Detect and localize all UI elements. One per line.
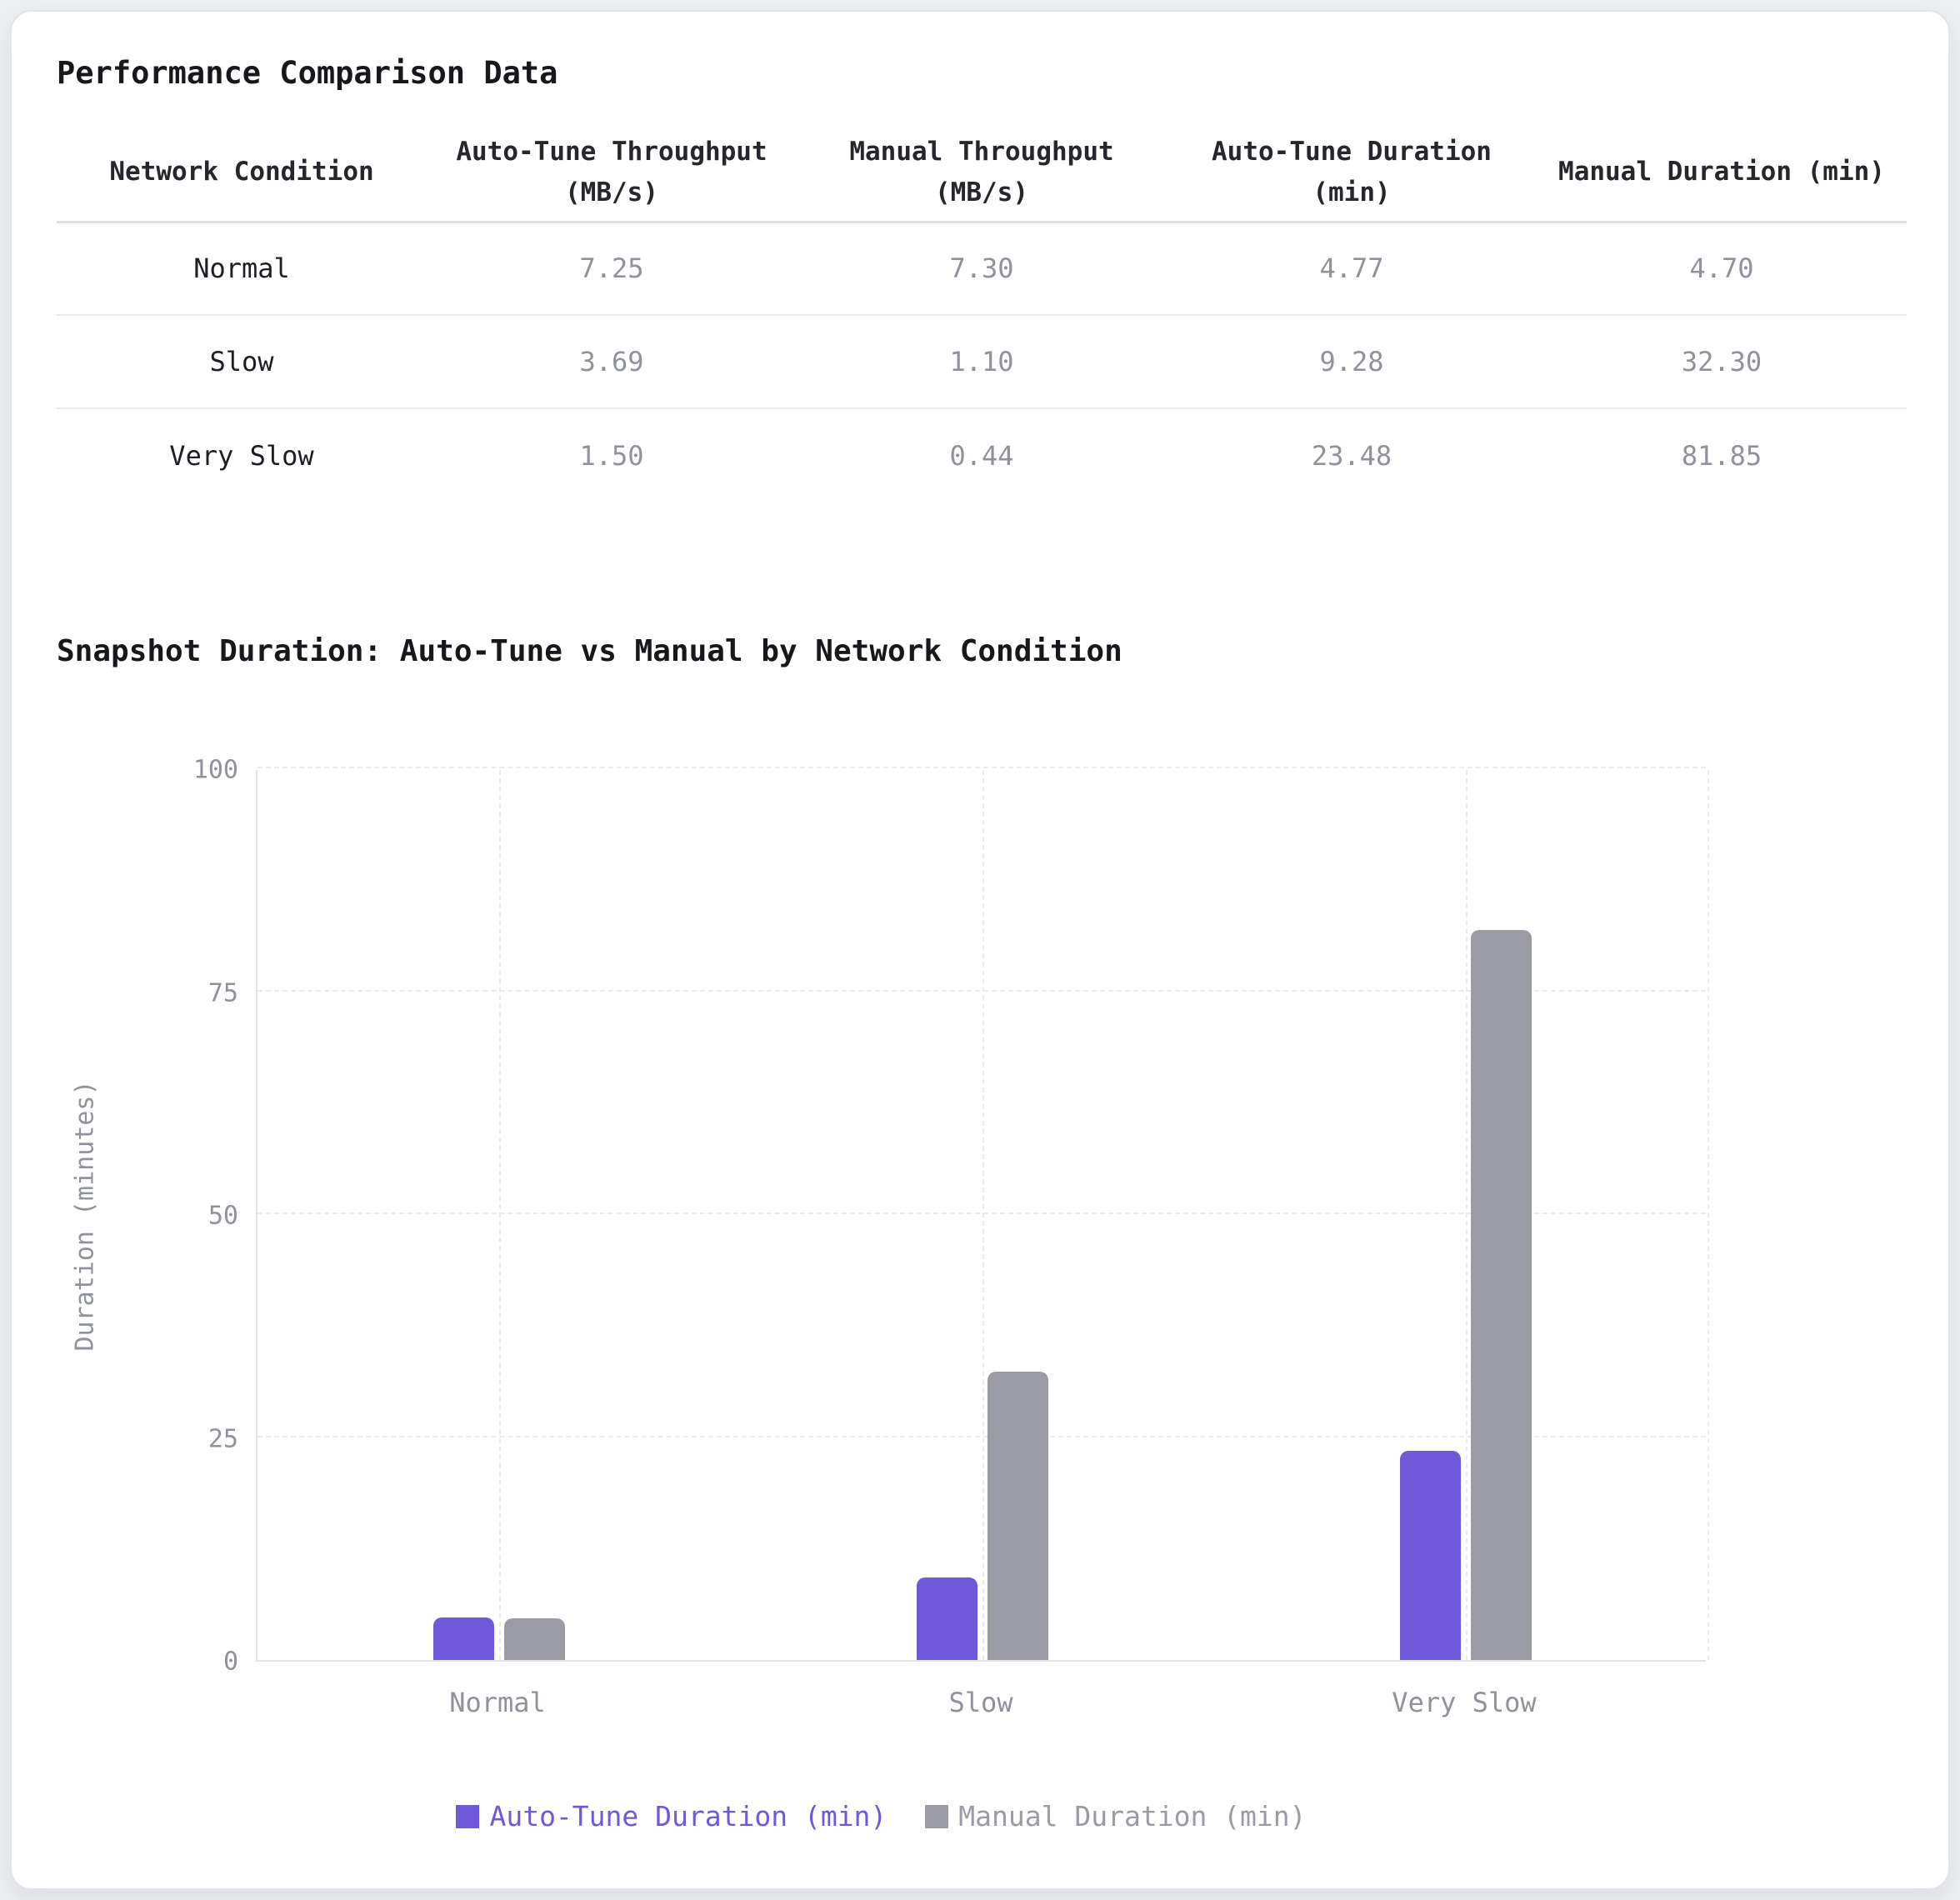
- bar-auto-tune-normal: [433, 1617, 494, 1660]
- table-row: Normal 7.25 7.30 4.77 4.70: [57, 222, 1907, 316]
- x-tick-label: Slow: [948, 1687, 1013, 1718]
- column-header-manual-throughput: Manual Throughput (MB/s): [797, 125, 1167, 223]
- x-axis-ticks: Normal Slow Very Slow: [256, 1687, 1706, 1728]
- legend-item: Manual Duration (min): [925, 1800, 1307, 1832]
- x-tick-label: Normal: [449, 1687, 546, 1718]
- cell-value: 23.48: [1311, 439, 1392, 472]
- column-header-autotune-throughput: Auto-Tune Throughput (MB/s): [427, 125, 797, 223]
- bar-auto-tune-slow: [917, 1577, 978, 1660]
- bar-manual-slow: [988, 1372, 1048, 1660]
- legend-swatch-icon: [456, 1804, 480, 1828]
- legend-swatch-icon: [925, 1804, 949, 1828]
- bar-manual-very-slow: [1471, 930, 1532, 1660]
- column-header-network-condition: Network Condition: [57, 125, 427, 223]
- cell-value: 0.44: [949, 439, 1014, 472]
- cell-value: 1.10: [797, 315, 1167, 409]
- gridline-vertical: [1466, 770, 1468, 1660]
- gridline-horizontal: [258, 767, 1706, 768]
- gridline-horizontal: [258, 989, 1706, 992]
- performance-card: Performance Comparison Data Network Cond…: [10, 10, 1950, 1890]
- chart-legend: Auto-Tune Duration (min) Manual Duration …: [57, 1800, 1706, 1832]
- bar-chart-plot-area: [256, 767, 1709, 1662]
- gridline-horizontal: [258, 1435, 1706, 1438]
- performance-table: Network Condition Auto-Tune Throughput (…: [57, 125, 1907, 502]
- cell-value: 4.77: [1167, 222, 1537, 316]
- cell-value: 4.70: [1537, 222, 1907, 316]
- gridline-vertical: [1708, 770, 1709, 1660]
- gridline-vertical: [499, 770, 501, 1660]
- gridline-horizontal: [258, 1212, 1706, 1214]
- y-tick-label: 100: [192, 755, 238, 785]
- row-label: Normal: [57, 222, 427, 316]
- cell-value: 32.30: [1537, 315, 1907, 409]
- table-header-row: Network Condition Auto-Tune Throughput (…: [57, 125, 1907, 223]
- row-label: Slow: [57, 315, 427, 409]
- bar-manual-normal: [504, 1618, 565, 1660]
- cell-value: 1.50: [579, 439, 644, 472]
- legend-label: Manual Duration (min): [958, 1800, 1307, 1832]
- legend-label: Auto-Tune Duration (min): [489, 1800, 888, 1832]
- column-header-autotune-duration: Auto-Tune Duration (min): [1167, 125, 1537, 223]
- table-row: Slow 3.69 1.10 9.28 32.30: [57, 315, 1907, 409]
- row-label: Very Slow: [169, 439, 314, 472]
- y-tick-label: 0: [222, 1647, 238, 1677]
- cell-value: 81.85: [1681, 439, 1762, 472]
- gridline-vertical: [982, 770, 984, 1660]
- bar-auto-tune-very-slow: [1400, 1450, 1461, 1660]
- y-axis-ticks: 0 25 50 75 100: [12, 756, 238, 1677]
- y-tick-label: 50: [208, 1201, 238, 1231]
- cell-value: 7.30: [797, 222, 1167, 316]
- x-tick-label: Very Slow: [1392, 1687, 1537, 1718]
- y-tick-label: 75: [208, 978, 238, 1008]
- table-title: Performance Comparison Data: [57, 55, 558, 91]
- legend-item: Auto-Tune Duration (min): [456, 1800, 887, 1832]
- cell-value: 9.28: [1167, 315, 1537, 409]
- cell-value: 3.69: [427, 315, 797, 409]
- cell-value: 7.25: [427, 222, 797, 316]
- table-row: Very Slow 1.50 0.44 23.48 81.85: [57, 408, 1907, 502]
- chart-title: Snapshot Duration: Auto-Tune vs Manual b…: [57, 634, 1122, 668]
- column-header-manual-duration: Manual Duration (min): [1537, 125, 1907, 223]
- y-tick-label: 25: [208, 1424, 238, 1453]
